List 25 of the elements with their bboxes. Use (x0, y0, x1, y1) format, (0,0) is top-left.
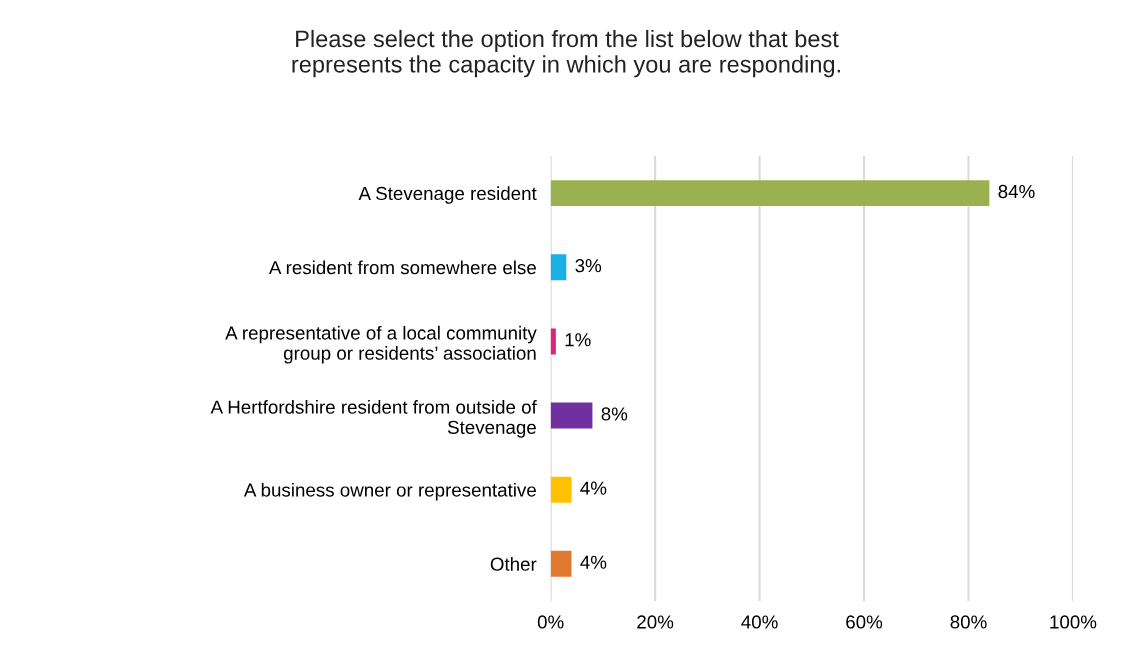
data-label: 1% (565, 333, 591, 347)
y-tick-label: A business owner or representative (243, 482, 536, 501)
data-label: 4% (580, 481, 607, 495)
x-tick-label: 20% (637, 615, 674, 629)
bar (550, 180, 990, 207)
chart-title: Please select the option from the list below that best represents the capacity in which you are responding. (292, 29, 840, 78)
x-tick-label: 60% (846, 615, 883, 629)
bar (550, 328, 556, 355)
x-tick-label: 100% (1050, 615, 1097, 629)
y-tick-label: A representative of a local community group or residents’ association (225, 325, 537, 364)
bar (550, 550, 572, 577)
y-tick-label: A resident from somewhere else (268, 260, 536, 275)
data-label: 84% (998, 184, 1035, 199)
bar (550, 402, 593, 429)
bar (550, 476, 572, 503)
y-tick-label: A Stevenage resident (358, 186, 537, 204)
x-tick-label: 80% (950, 615, 987, 629)
y-tick-label: Other (490, 557, 537, 571)
y-tick-label: A Hertfordshire resident from outside of Stevenage (210, 400, 537, 438)
x-tick-label: 40% (741, 615, 778, 629)
data-label: 8% (601, 407, 628, 421)
bar (550, 254, 567, 281)
data-label: 3% (575, 259, 602, 273)
x-tick-label: 0% (537, 615, 564, 629)
data-label: 4% (580, 555, 607, 569)
